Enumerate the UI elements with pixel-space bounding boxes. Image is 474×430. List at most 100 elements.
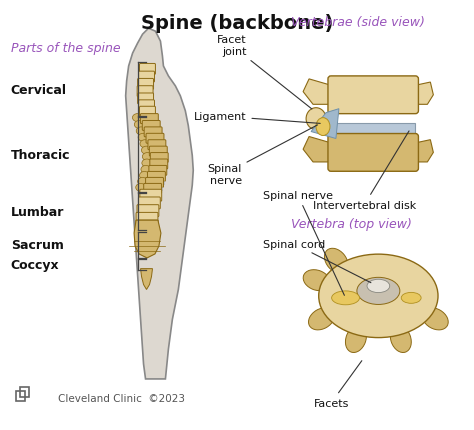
FancyBboxPatch shape xyxy=(328,134,419,172)
Bar xyxy=(331,123,415,135)
Bar xyxy=(140,82,153,86)
Bar xyxy=(140,209,158,212)
FancyBboxPatch shape xyxy=(146,178,164,188)
Polygon shape xyxy=(126,29,193,379)
Ellipse shape xyxy=(137,178,147,186)
Bar xyxy=(139,217,157,220)
Text: Coccyx: Coccyx xyxy=(11,258,59,271)
Bar xyxy=(139,104,152,107)
FancyBboxPatch shape xyxy=(140,114,158,124)
FancyBboxPatch shape xyxy=(149,147,167,157)
Polygon shape xyxy=(134,221,161,258)
Bar xyxy=(142,124,156,126)
Bar xyxy=(16,391,26,401)
Text: Parts of the spine: Parts of the spine xyxy=(11,42,120,55)
FancyBboxPatch shape xyxy=(147,172,165,182)
Bar xyxy=(138,224,156,228)
Ellipse shape xyxy=(139,172,149,180)
FancyBboxPatch shape xyxy=(136,221,158,233)
Bar xyxy=(144,130,158,133)
Ellipse shape xyxy=(138,134,148,142)
Ellipse shape xyxy=(357,278,400,305)
FancyBboxPatch shape xyxy=(138,72,155,83)
FancyBboxPatch shape xyxy=(139,64,155,75)
Ellipse shape xyxy=(401,293,421,304)
Ellipse shape xyxy=(324,249,348,273)
Text: Cleveland Clinic  ©2023: Cleveland Clinic ©2023 xyxy=(58,393,185,403)
Bar xyxy=(141,117,154,120)
Ellipse shape xyxy=(134,121,144,129)
Bar xyxy=(152,169,166,172)
Bar xyxy=(139,89,152,93)
Text: Intervertebral disk: Intervertebral disk xyxy=(313,132,416,210)
Ellipse shape xyxy=(309,308,335,330)
FancyBboxPatch shape xyxy=(148,141,166,150)
Text: Facet
joint: Facet joint xyxy=(217,35,312,110)
FancyBboxPatch shape xyxy=(144,128,162,138)
FancyBboxPatch shape xyxy=(150,160,168,169)
Ellipse shape xyxy=(390,326,411,353)
Bar xyxy=(148,143,162,146)
Polygon shape xyxy=(415,83,433,105)
Bar xyxy=(141,75,154,78)
FancyBboxPatch shape xyxy=(140,190,162,202)
FancyBboxPatch shape xyxy=(137,205,159,217)
Ellipse shape xyxy=(422,308,448,330)
Ellipse shape xyxy=(132,114,142,122)
FancyBboxPatch shape xyxy=(138,101,155,111)
Ellipse shape xyxy=(303,270,330,291)
Ellipse shape xyxy=(316,118,330,136)
Polygon shape xyxy=(311,109,339,139)
Ellipse shape xyxy=(142,160,152,168)
Bar xyxy=(140,111,153,114)
FancyBboxPatch shape xyxy=(137,86,153,98)
Text: Spine (backbone): Spine (backbone) xyxy=(141,14,333,33)
FancyBboxPatch shape xyxy=(136,213,158,225)
Polygon shape xyxy=(415,140,433,163)
Polygon shape xyxy=(303,80,331,105)
Bar xyxy=(147,187,162,190)
Bar xyxy=(151,156,165,159)
Text: Vertebrae (side view): Vertebrae (side view) xyxy=(291,16,425,29)
Text: Ligament: Ligament xyxy=(194,112,320,124)
Bar xyxy=(139,97,151,100)
Polygon shape xyxy=(141,269,153,290)
FancyBboxPatch shape xyxy=(138,197,160,209)
Bar xyxy=(151,175,165,178)
Ellipse shape xyxy=(319,255,438,338)
Ellipse shape xyxy=(367,280,390,293)
Ellipse shape xyxy=(141,166,151,174)
Ellipse shape xyxy=(142,153,152,161)
Ellipse shape xyxy=(332,291,359,305)
Ellipse shape xyxy=(136,184,146,192)
Bar xyxy=(146,137,160,140)
Bar xyxy=(138,232,156,236)
FancyBboxPatch shape xyxy=(144,184,162,194)
Ellipse shape xyxy=(136,128,146,135)
Text: Vertebra (top view): Vertebra (top view) xyxy=(291,217,412,230)
Text: Lumbar: Lumbar xyxy=(11,206,64,218)
Bar xyxy=(149,181,164,184)
FancyBboxPatch shape xyxy=(142,121,160,131)
FancyBboxPatch shape xyxy=(149,166,167,176)
Bar xyxy=(152,163,166,165)
FancyBboxPatch shape xyxy=(139,107,155,118)
Text: Facets: Facets xyxy=(314,361,362,408)
FancyBboxPatch shape xyxy=(150,153,168,163)
Ellipse shape xyxy=(141,147,151,155)
Bar xyxy=(19,387,29,397)
FancyBboxPatch shape xyxy=(328,77,419,114)
Text: Sacrum: Sacrum xyxy=(11,238,64,252)
Ellipse shape xyxy=(140,141,150,148)
Bar xyxy=(150,150,164,153)
Bar xyxy=(142,201,160,205)
Bar xyxy=(146,194,160,196)
Polygon shape xyxy=(303,137,331,163)
Text: Cervical: Cervical xyxy=(11,83,67,96)
Ellipse shape xyxy=(346,326,366,353)
Text: Spinal cord: Spinal cord xyxy=(263,239,371,283)
FancyBboxPatch shape xyxy=(137,79,154,90)
Text: Spinal nerve: Spinal nerve xyxy=(263,191,345,296)
FancyBboxPatch shape xyxy=(146,134,164,144)
FancyBboxPatch shape xyxy=(137,94,154,104)
